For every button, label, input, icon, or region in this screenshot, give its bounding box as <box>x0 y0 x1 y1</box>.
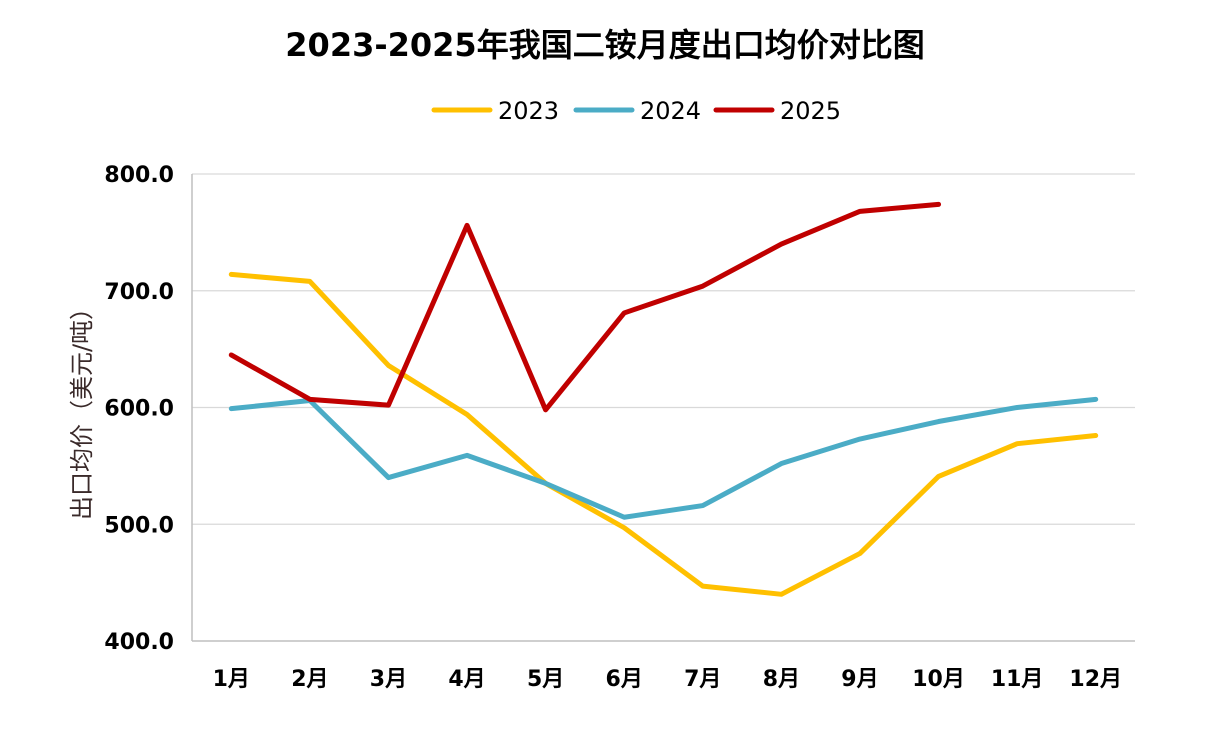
x-axis-ticks: 1月 2月 3月 4月 5月 6月 7月 8月 9月 10月 11月 12月 <box>213 667 1122 692</box>
y-axis-ticks: 400.0 500.0 600.0 700.0 800.0 <box>104 163 174 655</box>
legend-label: 2023 <box>498 97 559 125</box>
series-line-2023 <box>228 271 1099 597</box>
legend-label: 2024 <box>640 97 701 125</box>
x-tick-label: 6月 <box>606 667 643 692</box>
x-tick-label: 8月 <box>763 667 800 692</box>
x-tick-label: 1月 <box>213 667 250 692</box>
series-line-2024 <box>228 396 1099 520</box>
y-tick-label: 500.0 <box>104 513 174 538</box>
chart-title: 2023-2025年我国二铵月度出口均价对比图 <box>285 26 924 64</box>
x-tick-label: 9月 <box>841 667 878 692</box>
x-tick-label: 12月 <box>1069 667 1122 692</box>
y-tick-label: 400.0 <box>104 630 174 655</box>
x-tick-label: 5月 <box>527 667 564 692</box>
y-tick-label: 800.0 <box>104 163 174 188</box>
x-tick-label: 7月 <box>684 667 721 692</box>
y-tick-label: 700.0 <box>104 280 174 305</box>
series-lines <box>228 201 1099 597</box>
x-tick-label: 2月 <box>291 667 328 692</box>
legend-label: 2025 <box>780 97 841 125</box>
legend: 2023 2024 2025 <box>431 97 841 125</box>
y-tick-label: 600.0 <box>104 397 174 422</box>
x-tick-label: 4月 <box>448 667 485 692</box>
series-line-2025 <box>228 201 942 413</box>
x-tick-label: 3月 <box>370 667 407 692</box>
x-tick-label: 11月 <box>991 667 1044 692</box>
x-tick-label: 10月 <box>912 667 965 692</box>
gridlines <box>191 173 1135 642</box>
y-axis-label: 出口均价（美元/吨） <box>68 296 96 520</box>
